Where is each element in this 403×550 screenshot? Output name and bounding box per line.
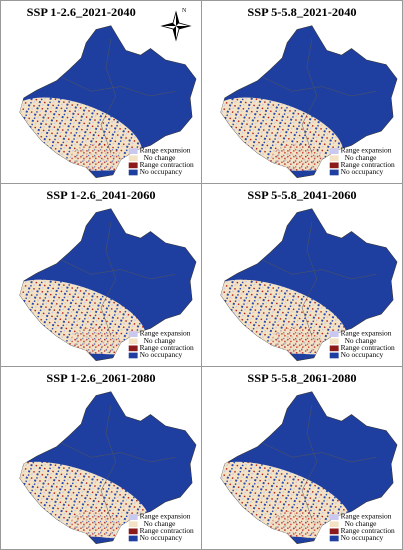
legend-label: Range contraction [341, 161, 396, 169]
legend-label: Range contraction [140, 527, 195, 535]
legend-label: No change [345, 154, 377, 162]
legend-label: No occupancy [140, 534, 183, 542]
boundary [61, 442, 176, 463]
contraction-area [272, 144, 322, 172]
compass-label: N [182, 8, 187, 14]
boundary [61, 76, 176, 97]
legend-label: Range expansion [140, 330, 191, 338]
legend-swatch [329, 352, 339, 359]
legend-label: No occupancy [341, 534, 384, 542]
legend-label: No change [144, 154, 176, 162]
panel-title: SSP 5-5.8_2021-2040 [247, 5, 356, 19]
legend-label: No change [144, 520, 176, 528]
contraction-area [71, 327, 121, 355]
legend-label: No occupancy [140, 168, 183, 176]
boundary [100, 38, 117, 154]
habitat-change [19, 461, 150, 539]
legend-label: Range contraction [341, 527, 396, 535]
contraction-area [272, 510, 322, 538]
legend-swatch [329, 331, 339, 337]
legend-label: Range expansion [341, 147, 392, 155]
legend-swatch [128, 331, 138, 337]
panel-title: SSP 1-2.6_2041-2060 [46, 188, 155, 202]
panel-title: SSP 1-2.6_2061-2080 [46, 371, 155, 385]
legend-label: Range expansion [140, 147, 191, 155]
legend-swatch [128, 338, 138, 345]
legend-label: No change [345, 520, 377, 528]
legend-label: No change [345, 337, 377, 345]
boundary [301, 221, 318, 337]
legend-swatch [329, 162, 339, 169]
habitat-change [220, 461, 351, 539]
legend-label: Range expansion [341, 330, 392, 338]
legend-label: Range contraction [140, 161, 195, 169]
legend-label: Range contraction [140, 344, 195, 352]
legend-label: No occupancy [140, 351, 183, 359]
boundary [100, 404, 117, 520]
boundary [301, 38, 318, 154]
panel-title: SSP 5-5.8_2061-2080 [247, 371, 356, 385]
legend-swatch [128, 352, 138, 359]
legend-swatch [329, 338, 339, 345]
legend-label: Range expansion [140, 513, 191, 521]
legend-swatch [329, 514, 339, 520]
legend-swatch [128, 155, 138, 162]
legend-label: Range expansion [341, 513, 392, 521]
compass: N [160, 8, 192, 42]
legend-label: No occupancy [341, 168, 384, 176]
legend-label: No occupancy [341, 351, 384, 359]
panel-title: SSP 1-2.6_2021-2040 [27, 5, 136, 19]
legend-swatch [329, 345, 339, 352]
legend-swatch [128, 535, 138, 542]
contraction-area [71, 510, 121, 538]
legend-swatch [128, 345, 138, 352]
compass-rose [162, 12, 190, 40]
habitat-change [220, 279, 347, 355]
boundary [262, 442, 377, 463]
panel-title: SSP 5-5.8_2041-2060 [247, 188, 356, 202]
legend-swatch [128, 162, 138, 169]
legend-swatch [128, 528, 138, 535]
legend-swatch [329, 521, 339, 528]
legend-swatch [329, 155, 339, 162]
boundary [262, 259, 377, 280]
habitat-change [19, 279, 146, 355]
boundary [301, 404, 318, 520]
legend-label: Range contraction [341, 344, 396, 352]
legend-swatch [329, 169, 339, 176]
legend-swatch [128, 169, 138, 176]
contraction-area [272, 327, 322, 355]
legend-swatch [128, 514, 138, 520]
boundary [61, 259, 176, 280]
legend-swatch [329, 148, 339, 154]
boundary [100, 221, 117, 337]
legend-swatch [329, 535, 339, 542]
contraction-area [71, 144, 121, 172]
legend-swatch [128, 148, 138, 154]
legend-swatch [128, 521, 138, 528]
legend-label: No change [144, 337, 176, 345]
boundary [262, 76, 377, 97]
legend-swatch [329, 528, 339, 535]
